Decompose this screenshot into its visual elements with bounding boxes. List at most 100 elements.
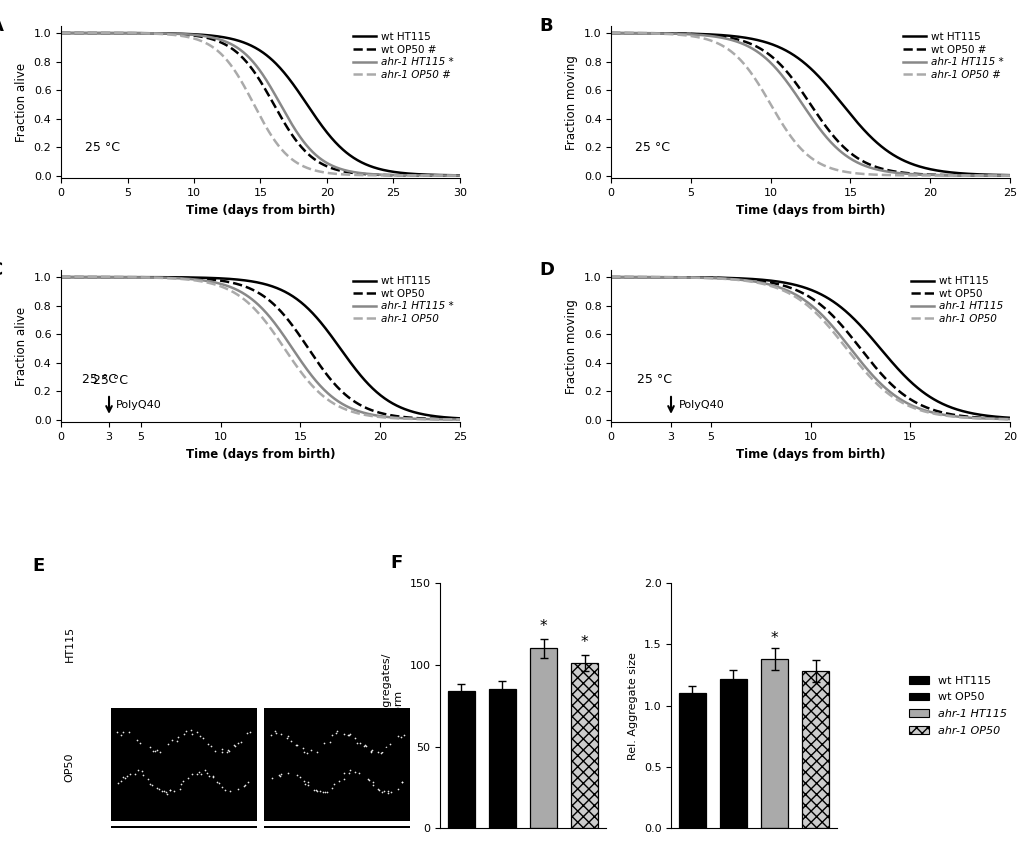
X-axis label: Time (days from birth): Time (days from birth)	[185, 448, 335, 461]
Text: *: *	[770, 631, 777, 646]
Point	[180, 844, 197, 858]
Point	[383, 785, 399, 799]
Point	[144, 778, 160, 792]
Point	[308, 783, 324, 797]
Point	[307, 860, 323, 863]
Point	[214, 745, 230, 759]
Point	[204, 770, 220, 784]
Point	[371, 783, 387, 797]
Point	[266, 842, 282, 856]
Point	[168, 734, 184, 747]
Point	[229, 736, 246, 750]
Point	[280, 848, 297, 862]
Point	[296, 745, 312, 759]
Point	[389, 783, 406, 797]
Point	[326, 778, 342, 791]
Bar	[447, 691, 474, 828]
Point	[171, 849, 187, 863]
Text: F: F	[390, 554, 403, 572]
Point	[389, 849, 406, 863]
Point	[133, 764, 150, 778]
Point	[306, 783, 322, 797]
Point	[111, 845, 127, 859]
Text: 25 °C: 25 °C	[93, 374, 128, 387]
Point	[340, 728, 357, 741]
Point	[232, 735, 249, 749]
Point	[223, 860, 239, 863]
Point	[199, 766, 215, 780]
Point	[303, 743, 319, 757]
Point	[113, 843, 129, 857]
Point	[133, 851, 150, 863]
Point	[222, 784, 238, 798]
Point	[323, 781, 339, 795]
Text: 25 °C: 25 °C	[637, 373, 672, 386]
Point	[364, 775, 380, 789]
Point	[346, 765, 363, 779]
Point	[213, 742, 229, 756]
Point	[151, 860, 167, 863]
Text: OP50: OP50	[64, 753, 74, 782]
Point	[184, 841, 201, 855]
Point	[263, 771, 279, 784]
Text: *: *	[539, 619, 547, 633]
Point	[331, 774, 347, 788]
Point	[113, 774, 129, 788]
Point	[294, 741, 311, 755]
Point	[369, 745, 385, 759]
Point	[170, 730, 186, 744]
Point	[183, 767, 200, 781]
Point	[356, 739, 372, 753]
Point	[242, 725, 258, 739]
Point	[391, 846, 408, 860]
Point	[192, 728, 208, 742]
Point	[232, 853, 249, 863]
Point	[149, 743, 165, 757]
Point	[356, 859, 372, 863]
Point	[218, 745, 234, 759]
FancyBboxPatch shape	[111, 826, 257, 863]
Point	[195, 731, 211, 745]
Point	[184, 843, 201, 857]
Point	[377, 859, 393, 863]
Point	[329, 724, 345, 738]
Point	[365, 778, 381, 791]
Point	[172, 778, 189, 791]
Point	[205, 860, 221, 863]
Point	[294, 862, 311, 863]
Point	[166, 849, 182, 863]
Point	[263, 728, 279, 741]
Legend: wt HT115, wt OP50, ahr-1 HT115 *, ahr-1 OP50: wt HT115, wt OP50, ahr-1 HT115 *, ahr-1 …	[352, 275, 454, 325]
Point	[220, 743, 236, 757]
Point	[279, 728, 296, 742]
Point	[145, 744, 161, 758]
Point	[289, 768, 306, 782]
Point	[273, 767, 289, 781]
Bar	[571, 663, 597, 828]
Point	[393, 775, 410, 789]
Point	[377, 858, 393, 863]
Point	[129, 763, 146, 777]
Point	[115, 770, 131, 784]
Point	[121, 845, 138, 859]
Point	[288, 855, 305, 863]
Point	[380, 784, 396, 797]
Point	[147, 860, 163, 863]
Point	[213, 780, 229, 794]
Y-axis label: No. of aggregates/
worm: No. of aggregates/ worm	[382, 654, 404, 758]
Point	[127, 767, 144, 781]
Point	[314, 855, 330, 863]
Point	[151, 782, 167, 796]
Point	[341, 728, 358, 741]
Point	[335, 772, 352, 785]
Legend: wt HT115, wt OP50 #, ahr-1 HT115 *, ahr-1 OP50 #: wt HT115, wt OP50 #, ahr-1 HT115 *, ahr-…	[901, 31, 1004, 81]
Point	[180, 771, 197, 784]
Point	[236, 846, 253, 860]
Point	[177, 844, 194, 858]
Bar	[679, 694, 705, 828]
Point	[324, 728, 340, 742]
Point	[338, 846, 355, 860]
Point	[297, 860, 313, 863]
Point	[110, 777, 126, 791]
Point	[182, 723, 199, 737]
